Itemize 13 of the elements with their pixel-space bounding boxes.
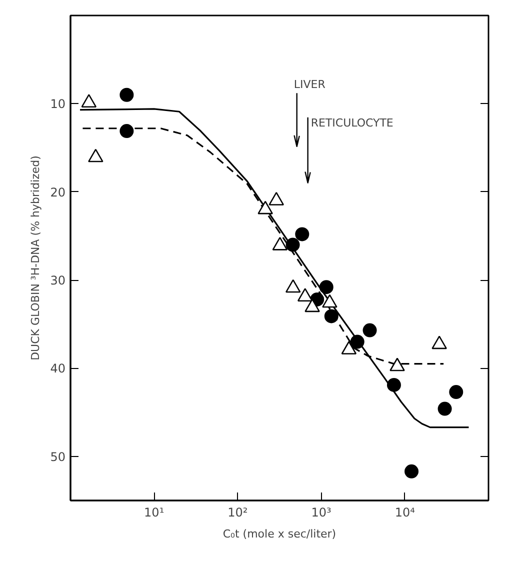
y-tick-label: 30 — [50, 274, 66, 288]
ref-line-label: LIVER — [294, 78, 326, 92]
x-tick-label: 10¹ — [144, 506, 164, 520]
y-tick-label: 20 — [50, 185, 66, 200]
y-tick-label: 50 — [50, 450, 66, 464]
y-axis-title: DUCK GLOBIN ³H-DNA (% hybridized) — [29, 156, 42, 360]
x-tick-label: 10³ — [311, 506, 332, 520]
x-tick-label: 10² — [228, 506, 248, 520]
x-tick-label: 10⁴ — [394, 506, 416, 520]
ref-line-label: RETICULOCYTE — [310, 116, 394, 130]
y-tick-label: 10 — [50, 97, 66, 112]
x-axis-title: C₀t (mole x sec/liter) — [222, 528, 336, 540]
y-tick-label: 40 — [50, 362, 66, 376]
